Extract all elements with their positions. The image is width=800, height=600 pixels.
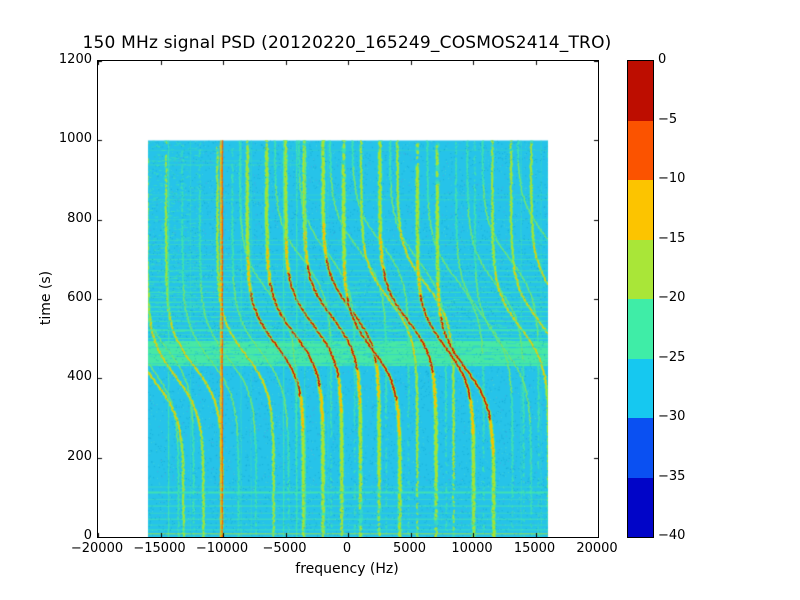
x-tick-label: 15000 (513, 541, 556, 556)
colorbar-segment (628, 180, 653, 240)
y-tick-label: 200 (67, 448, 92, 464)
colorbar-tick-label: −25 (658, 349, 686, 365)
colorbar-tick-label: 0 (658, 52, 667, 67)
plot-area (97, 60, 599, 538)
colorbar-segment (628, 120, 653, 180)
spectrogram-canvas (98, 61, 598, 537)
x-tick-label: −20000 (70, 541, 124, 556)
y-tick-label: 400 (67, 369, 92, 385)
colorbar-tick-label: −20 (658, 290, 686, 305)
colorbar-tick-label: −35 (658, 468, 686, 484)
y-axis-label: time (s) (38, 270, 54, 326)
colorbar-segment (628, 418, 653, 478)
y-tick-label: 0 (83, 528, 92, 543)
x-tick-label: −5000 (262, 541, 307, 556)
x-tick-label: −10000 (195, 541, 249, 556)
colorbar-tick-label: −10 (658, 171, 686, 186)
colorbar-segment (628, 358, 653, 418)
colorbar-segment (628, 299, 653, 359)
colorbar-segment (628, 239, 653, 299)
x-tick-label: 10000 (451, 541, 493, 556)
y-tick-label: 1000 (58, 131, 92, 147)
colorbar (627, 60, 654, 538)
colorbar-tick-label: −30 (658, 409, 686, 424)
plot-title: 150 MHz signal PSD (20120220_165249_COSM… (82, 33, 612, 53)
y-tick-label: 1200 (58, 52, 92, 67)
colorbar-segment (628, 477, 653, 537)
colorbar-segment (628, 61, 653, 121)
x-tick-label: 20000 (576, 541, 618, 556)
x-tick-label: 0 (342, 541, 352, 556)
y-tick-label: 800 (67, 210, 92, 226)
colorbar-tick-label: −15 (658, 230, 686, 246)
colorbar-tick-label: −40 (658, 528, 686, 543)
x-axis-label: frequency (Hz) (295, 561, 399, 577)
colorbar-tick-label: −5 (658, 111, 678, 127)
y-tick-label: 600 (67, 290, 92, 305)
x-tick-label: −15000 (133, 541, 186, 556)
x-tick-label: 5000 (392, 541, 427, 556)
